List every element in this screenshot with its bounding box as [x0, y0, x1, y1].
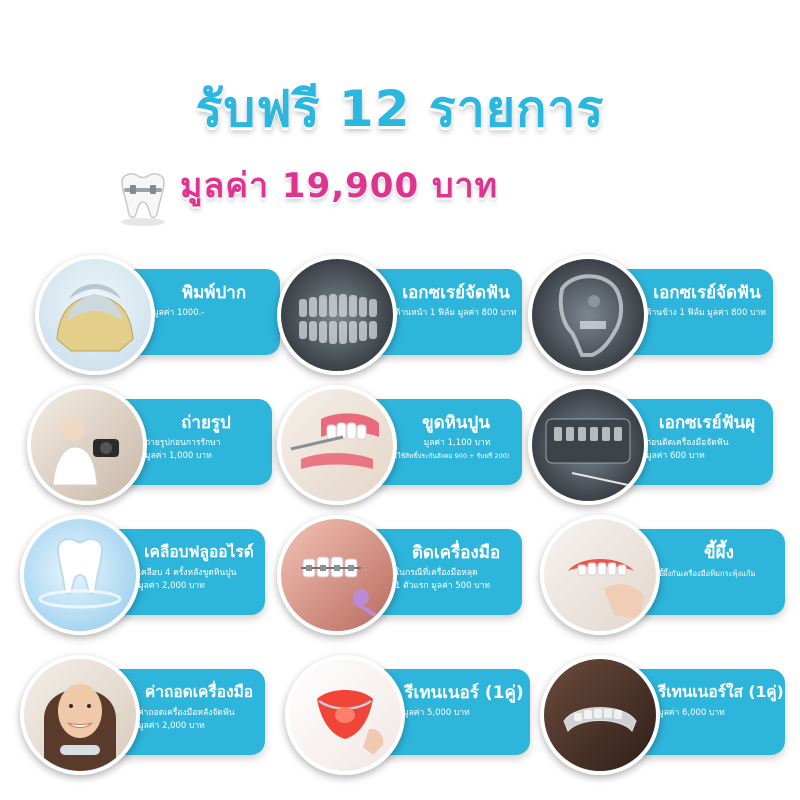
braces-image	[277, 515, 397, 635]
item-description-line: มูลค่า 6,000 บาท	[658, 708, 725, 718]
item-description-line: มูลค่า 1,000 บาท	[145, 451, 212, 461]
item-description-line: มูลค่า 5,000 บาท	[403, 708, 470, 718]
price-subline: มูลค่า 19,900 บาท	[180, 166, 499, 206]
item-title: ขูดหินปูน	[422, 413, 490, 433]
item-description-line: มูลค่า 2,000 บาท	[138, 721, 205, 731]
item-description: ขี้ผึ้งกันเครื่องมือทิ่มกระพุ้งแก้ม	[658, 567, 782, 580]
item-description-line: ก่อนติดเครื่องมือจัดฟัน	[646, 438, 729, 448]
item-description: เคลือบ 4 ครั้งหลังขูดหินปูน มูลค่า 2,000…	[138, 567, 262, 593]
item-card: เอกซเรย์จัดฟัน ด้านหน้า 1 ฟิล์ม มูลค่า 8…	[277, 255, 522, 375]
smiling-woman-image	[20, 655, 140, 775]
panoramic-xray-image	[277, 255, 397, 375]
item-description: มูลค่า 6,000 บาท	[658, 707, 782, 720]
item-card: เอกซเรย์ฟันผุ ก่อนติดเครื่องมือจัดฟัน มู…	[528, 385, 773, 505]
orthodontic-wax-image	[540, 515, 660, 635]
item-description: ในกรณีที่เครื่องมือหลุด 1 ตัวแรก มูลค่า …	[395, 567, 519, 593]
item-card: พิมพ์ปาก มูลค่า 1000.-	[35, 255, 280, 375]
dental-mold-image	[35, 255, 155, 375]
scaling-image	[277, 385, 397, 505]
item-title: รีเทนเนอร์ใส (1คู่)	[658, 683, 784, 701]
item-description: ด้านข้าง 1 ฟิล์ม มูลค่า 800 บาท	[646, 307, 770, 320]
cavity-xray-image	[528, 385, 648, 505]
item-description-line: ด้านหน้า 1 ฟิล์ม มูลค่า 800 บาท	[395, 308, 517, 318]
item-card: ค่าถอดเครื่องมือ ค่าถอดเครื่องมือหลังจัด…	[20, 655, 265, 775]
item-description-line: มูลค่า 1,100 บาท	[423, 438, 491, 448]
item-title: ถ่ายรูป	[181, 413, 231, 433]
clear-retainer-image	[540, 655, 660, 775]
item-card: ถ่ายรูป ถ่ายรูปก่อนการรักษา มูลค่า 1,000…	[27, 385, 272, 505]
item-description: มูลค่า 1,100 บาท (ใช้สิทธิ์ประกันสังคม 9…	[395, 437, 519, 463]
item-description: ด้านหน้า 1 ฟิล์ม มูลค่า 800 บาท	[395, 307, 519, 320]
item-description-line: ค่าถอดเครื่องมือหลังจัดฟัน	[138, 708, 235, 718]
item-description: ถ่ายรูปก่อนการรักษา มูลค่า 1,000 บาท	[145, 437, 269, 463]
item-title: เคลือบฟลูออไรด์	[144, 543, 254, 561]
item-description: ค่าถอดเครื่องมือหลังจัดฟัน มูลค่า 2,000 …	[138, 707, 262, 733]
item-description-line: 1 ตัวแรก มูลค่า 500 บาท	[395, 581, 490, 591]
item-title: รีเทนเนอร์ (1คู่)	[404, 683, 524, 703]
item-description-line: ถ่ายรูปก่อนการรักษา	[145, 438, 221, 448]
item-description-line: เคลือบ 4 ครั้งหลังขูดหินปูน	[138, 568, 237, 578]
item-title: ค่าถอดเครื่องมือ	[144, 683, 254, 701]
item-title: เอกซเรย์จัดฟัน	[653, 283, 761, 303]
item-title: ขี้ผึ้ง	[704, 543, 734, 563]
retainer-image	[285, 655, 405, 775]
item-description-line: มูลค่า 2,000 บาท	[138, 581, 205, 591]
fluoride-tooth-image	[20, 515, 140, 635]
item-description-line: มูลค่า 600 บาท	[646, 451, 705, 461]
item-description-line: มูลค่า 1000.-	[153, 308, 205, 318]
item-description: มูลค่า 1000.-	[153, 307, 277, 320]
item-card: เคลือบฟลูออไรด์ เคลือบ 4 ครั้งหลังขูดหิน…	[20, 515, 265, 635]
item-title: เอกซเรย์จัดฟัน	[402, 283, 510, 303]
item-description: ก่อนติดเครื่องมือจัดฟัน มูลค่า 600 บาท	[646, 437, 770, 463]
cephalometric-xray-image	[528, 255, 648, 375]
item-card: รีเทนเนอร์ (1คู่) มูลค่า 5,000 บาท	[285, 655, 530, 775]
item-title: ติดเครื่องมือ	[411, 543, 501, 563]
item-description-line: ด้านข้าง 1 ฟิล์ม มูลค่า 800 บาท	[646, 308, 766, 318]
item-card: ติดเครื่องมือ ในกรณีที่เครื่องมือหลุด 1 …	[277, 515, 522, 635]
headline: รับฟรี 12 รายการ	[195, 80, 605, 138]
item-card: รีเทนเนอร์ใส (1คู่) มูลค่า 6,000 บาท	[540, 655, 785, 775]
dentist-photo-image	[27, 385, 147, 505]
item-description-line: ในกรณีที่เครื่องมือหลุด	[395, 568, 478, 578]
item-note: (ใช้สิทธิ์ประกันสังคม 900 + รับฟรี 200)	[395, 452, 510, 460]
item-title: พิมพ์ปาก	[181, 283, 247, 303]
item-card: ขี้ผึ้ง ขี้ผึ้งกันเครื่องมือทิ่มกระพุ้งแ…	[540, 515, 785, 635]
item-description: มูลค่า 5,000 บาท	[403, 707, 527, 720]
item-description-line: ขี้ผึ้งกันเครื่องมือทิ่มกระพุ้งแก้ม	[658, 569, 756, 578]
tooth-icon	[108, 170, 178, 230]
item-card: เอกซเรย์จัดฟัน ด้านข้าง 1 ฟิล์ม มูลค่า 8…	[528, 255, 773, 375]
item-title: เอกซเรย์ฟันผุ	[658, 413, 756, 433]
item-card: ขูดหินปูน มูลค่า 1,100 บาท (ใช้สิทธิ์ประ…	[277, 385, 522, 505]
